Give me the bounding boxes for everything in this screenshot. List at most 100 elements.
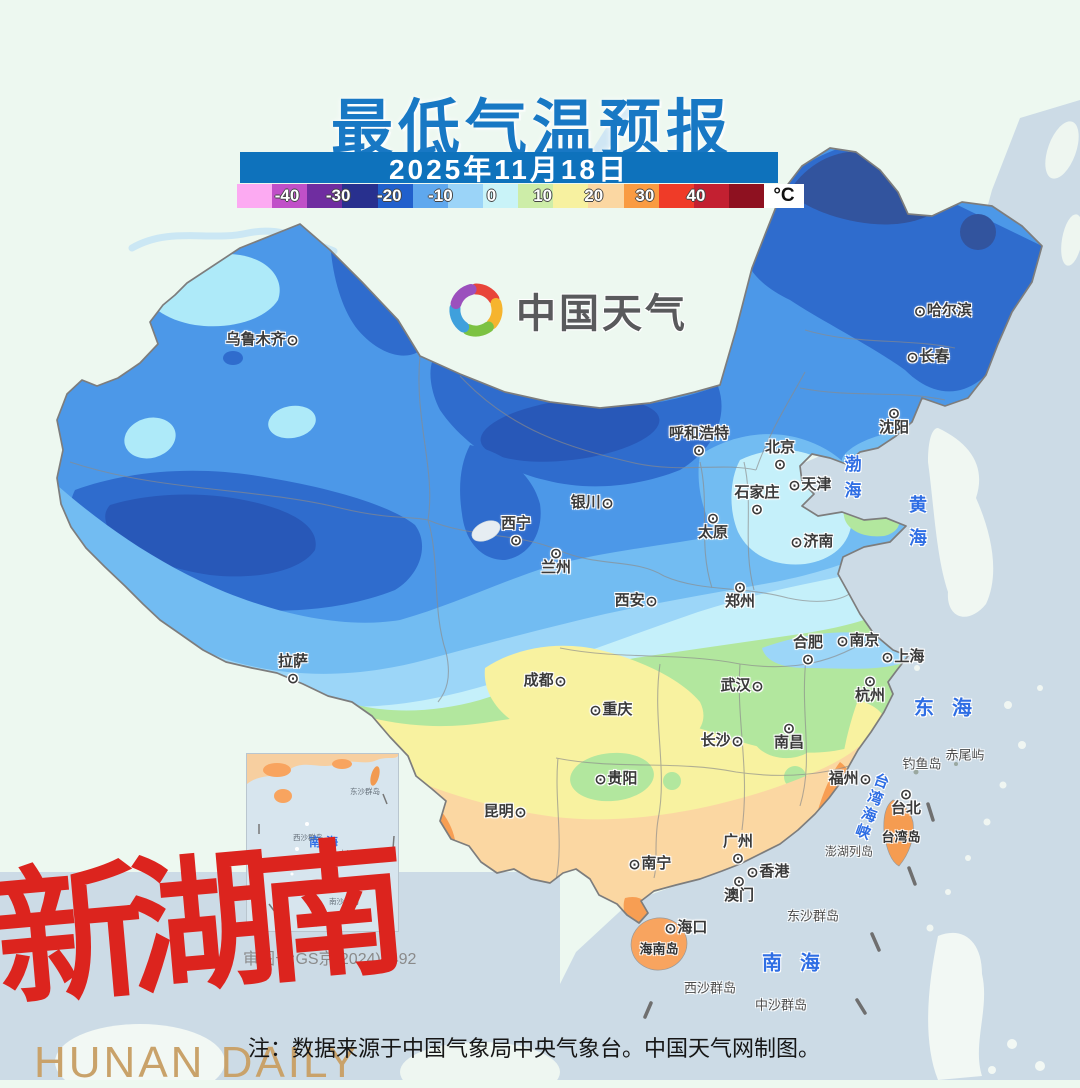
- city-name: 南京: [849, 631, 880, 649]
- city-label: 福州 ⊙: [828, 769, 872, 788]
- city-label: 西安 ⊙: [614, 591, 658, 610]
- city-label: ⊙ 上海: [881, 647, 925, 666]
- island-label: 东沙群岛: [786, 908, 840, 924]
- sea-label: 黄海: [907, 495, 927, 561]
- legend-color-segment: [342, 184, 378, 208]
- city-label: ⊙ 重庆: [590, 701, 633, 719]
- city-name: 兰州: [540, 558, 572, 576]
- city-name: 北京: [764, 438, 796, 456]
- legend-color-segment: [588, 184, 624, 208]
- city-name: 呼和浩特: [668, 424, 730, 442]
- logo-text: 中国天气: [516, 292, 688, 336]
- city-name: 海口: [677, 918, 708, 936]
- city-name: 南昌: [773, 733, 805, 751]
- inset-island-label: 南沙群岛: [329, 896, 359, 906]
- philippines-land: [928, 932, 985, 1080]
- island-label: 澎湖列岛: [824, 844, 874, 859]
- city-name: 太原: [697, 523, 729, 541]
- city-marker-icon: ⊙: [514, 804, 527, 820]
- city-name: 银川: [570, 493, 601, 511]
- city-label: ⊙ 海口: [665, 918, 708, 937]
- legend-tick-label: 30: [635, 186, 655, 205]
- legend-color-segment: [623, 184, 659, 208]
- date-bar: 2025年11月18日: [240, 152, 778, 185]
- city-marker-icon: ⊙: [881, 649, 894, 665]
- taiwan-island: [883, 799, 914, 867]
- legend-color-segment: [728, 184, 765, 208]
- inset-island-label: 中沙群岛: [339, 848, 369, 858]
- inset-island-label: 东沙群岛: [350, 786, 380, 796]
- islet: [1007, 1039, 1017, 1049]
- city-label: ⊙ 哈尔滨: [914, 301, 972, 320]
- city-marker-icon: ⊙: [707, 509, 719, 526]
- city-name: 杭州: [854, 686, 886, 704]
- city-name: 昆明: [483, 802, 514, 820]
- legend-tick-label: -40: [274, 186, 300, 205]
- city-marker-icon: ⊙: [693, 441, 705, 458]
- legend-tick-label: -30: [325, 186, 351, 205]
- japan-land: [1045, 121, 1079, 179]
- map-approval-number: 审图号:GS京(2024)0492: [243, 951, 417, 968]
- legend-color-segment: [482, 184, 519, 208]
- city-marker-icon: ⊙: [554, 673, 567, 689]
- data-source-note: 注：数据来源于中国气象局中央气象台。中国天气网制图。: [248, 1036, 821, 1061]
- inset-island-label: 西沙群岛: [293, 832, 323, 842]
- city-name: 澳门: [723, 886, 755, 904]
- city-name: 西宁: [500, 514, 532, 532]
- city-marker-icon: ⊙: [751, 678, 764, 694]
- island-label: 钓鱼岛: [902, 756, 942, 772]
- indochina-land: [400, 1042, 560, 1080]
- city-name: 沈阳: [878, 418, 910, 436]
- city-label: ⊙ 澳门: [724, 874, 754, 905]
- city-label: ⊙ 南宁: [629, 854, 672, 873]
- pinwheel-petal: [449, 302, 470, 333]
- city-name: 乌鲁木齐: [225, 330, 286, 348]
- city-name: 天津: [801, 475, 832, 493]
- city-marker-icon: ⊙: [731, 733, 744, 749]
- city-label: ⊙ 兰州: [541, 546, 571, 577]
- island-label: 台湾岛: [881, 829, 921, 845]
- city-label: 武汉 ⊙: [721, 677, 764, 695]
- city-name: 济南: [803, 532, 834, 550]
- city-name: 南宁: [641, 854, 672, 872]
- city-marker-icon: ⊙: [645, 593, 658, 609]
- city-label: 广州 ⊙: [723, 833, 753, 864]
- city-marker-icon: ⊙: [859, 771, 872, 787]
- diaoyu-islet: [913, 769, 919, 775]
- qinghai-lake: [471, 520, 501, 542]
- city-name: 福州: [828, 769, 859, 787]
- city-name: 合肥: [792, 633, 824, 651]
- nine-dash-line: [643, 802, 935, 1019]
- city-marker-icon: ⊙: [751, 500, 763, 517]
- city-name: 成都: [523, 671, 554, 689]
- city-marker-icon: ⊙: [802, 650, 814, 667]
- hainan-island: [630, 917, 688, 971]
- city-name: 西安: [614, 591, 645, 609]
- city-name: 上海: [894, 647, 925, 665]
- pinwheel-logo-icon: [449, 283, 503, 337]
- island-label: 中沙群岛: [754, 997, 808, 1013]
- city-label: 西宁 ⊙: [500, 514, 532, 546]
- city-label: ⊙ 天津: [789, 475, 832, 494]
- city-marker-icon: ⊙: [914, 303, 926, 319]
- indochina-land: [55, 1024, 225, 1080]
- city-label: 长沙 ⊙: [701, 732, 744, 750]
- legend-unit: °C: [764, 184, 804, 208]
- city-name: 郑州: [724, 592, 756, 610]
- city-label: ⊙ 济南: [790, 532, 834, 551]
- city-marker-icon: ⊙: [287, 669, 299, 686]
- temperature-legend: -40 -30 -20 -10 0 10 20 30 40 °C: [237, 184, 804, 208]
- island-label: 海南岛: [639, 941, 679, 957]
- city-name: 香港: [759, 862, 790, 880]
- city-name: 石家庄: [734, 483, 780, 501]
- legend-color-segment: [553, 184, 589, 208]
- city-marker-icon: ⊙: [790, 534, 803, 550]
- city-label: 合肥 ⊙: [792, 633, 824, 667]
- city-marker-icon: ⊙: [836, 633, 849, 649]
- hunan-daily-watermark-cn: 新湖南: [0, 828, 399, 1026]
- city-name: 哈尔滨: [926, 301, 972, 319]
- legend-tick-label: 10: [533, 186, 553, 205]
- island-label: 西沙群岛: [683, 980, 737, 996]
- city-label: ⊙ 香港: [747, 862, 790, 881]
- legend-tick-label: 40: [686, 186, 706, 205]
